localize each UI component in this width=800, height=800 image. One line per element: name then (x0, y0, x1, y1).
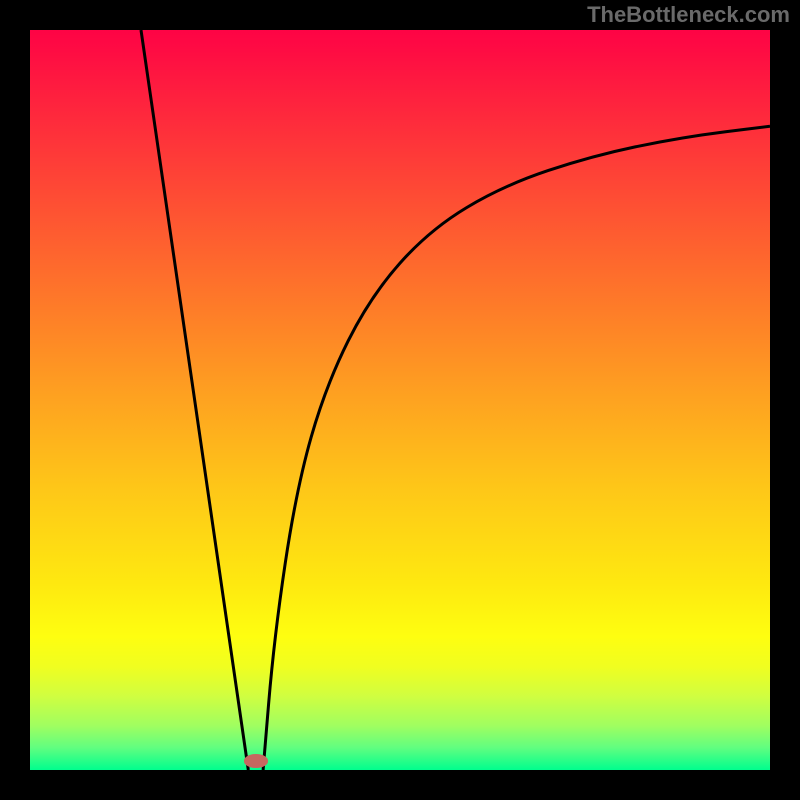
bottleneck-curve (30, 30, 770, 770)
chart-container: TheBottleneck.com (0, 0, 800, 800)
watermark-label: TheBottleneck.com (587, 2, 790, 28)
optimal-point-marker (244, 754, 268, 767)
plot-area (30, 30, 770, 770)
